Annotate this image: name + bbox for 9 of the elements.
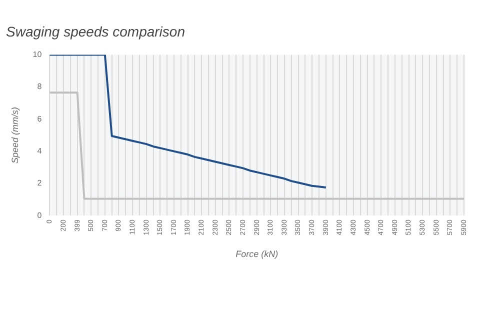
- chart-title: Swaging speeds comparison: [6, 23, 186, 40]
- x-axis-title: Force (kN): [236, 249, 278, 260]
- y-tick-label: 10: [32, 50, 42, 60]
- y-tick-label: 6: [37, 114, 42, 124]
- y-tick-label: 2: [37, 178, 42, 188]
- y-axis-title: Speed (mm/s): [10, 106, 20, 164]
- y-tick-label: 0: [37, 210, 42, 220]
- y-tick-label: 4: [37, 146, 42, 156]
- y-tick-label: 8: [37, 82, 42, 92]
